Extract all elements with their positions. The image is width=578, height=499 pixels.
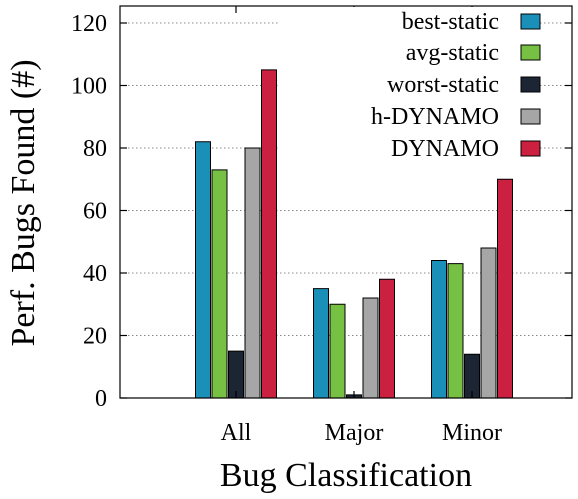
x-axis-ticks: All Major Minor [221, 6, 502, 446]
y-tick-label: 100 [71, 74, 107, 100]
legend-swatch-background [280, 70, 530, 98]
y-tick-label: 120 [71, 11, 107, 37]
y-tick-label: 0 [95, 386, 107, 412]
y-tick-label: 60 [83, 199, 107, 225]
bar-h-dynamo-major [362, 297, 379, 399]
legend-swatch-background [280, 38, 530, 66]
legend-swatch [520, 140, 541, 157]
plot-frame [119, 5, 573, 399]
legend-swatch [520, 13, 541, 30]
bar-avg-static-all [211, 169, 228, 399]
x-axis-title: Bug Classification [220, 457, 472, 494]
y-tick-label: 80 [83, 136, 107, 162]
legend: best-static avg-static worst-static h-DYNAM… [280, 7, 541, 162]
axes [119, 5, 573, 399]
x-tick-label: All [221, 420, 252, 446]
bar-best-static-all [195, 141, 211, 399]
bar-avg-static-major [329, 303, 346, 399]
bar-h-dynamo-minor [480, 247, 497, 399]
bar-h-dynamo-all [244, 147, 261, 399]
legend-label: worst-static [387, 72, 499, 98]
x-tick-label: Minor [442, 420, 502, 446]
legend-label: best-static [402, 9, 499, 35]
legend-label: avg-static [406, 40, 499, 66]
legend-label: DYNAMO [391, 136, 499, 162]
y-tick-label: 20 [83, 324, 107, 350]
legend-swatch-background [280, 7, 530, 35]
y-tick-label: 40 [83, 261, 107, 287]
bar-dynamo-minor [497, 178, 513, 399]
bar-worst-static-all [228, 350, 244, 399]
legend-swatch-background [280, 134, 530, 162]
legend-swatch [520, 108, 541, 125]
bar-avg-static-minor [447, 263, 464, 399]
bar-dynamo-major [379, 278, 395, 399]
bar-best-static-minor [431, 260, 447, 399]
y-axis-title: Perf. Bugs Found (#) [5, 59, 42, 346]
legend-swatch-background [280, 102, 530, 130]
bar-best-static-major [313, 288, 329, 399]
legend-swatch [520, 76, 541, 93]
bar-dynamo-all [261, 69, 277, 399]
x-tick-label: Major [325, 420, 384, 446]
legend-label: h-DYNAMO [371, 104, 499, 130]
y-axis-ticks: 0 20 40 60 80 100 120 [71, 11, 572, 412]
legend-swatch [520, 44, 541, 61]
